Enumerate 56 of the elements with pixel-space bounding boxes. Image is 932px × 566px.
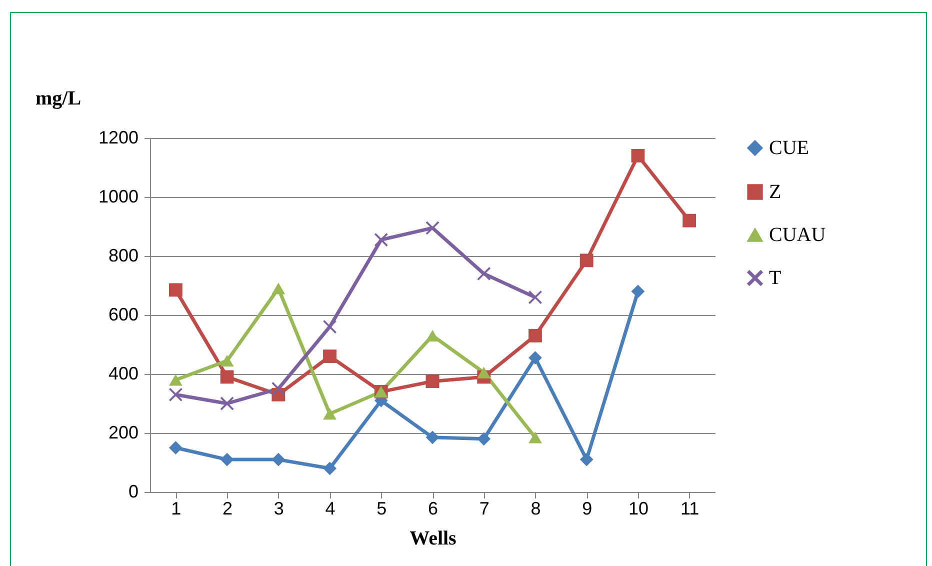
point <box>323 350 336 364</box>
point <box>220 354 234 367</box>
x-tick-label: 10 <box>628 498 648 518</box>
point <box>168 388 182 402</box>
x-tick-label: 6 <box>428 498 438 518</box>
x-tick-label: 4 <box>325 498 336 518</box>
point <box>168 441 182 454</box>
x-tick-label: 2 <box>222 498 233 518</box>
x-tick-label: 5 <box>376 498 387 518</box>
x-axis-title: Wells <box>410 528 457 550</box>
legend-label: T <box>769 267 782 289</box>
point <box>426 374 440 388</box>
point <box>220 396 234 410</box>
point <box>323 320 336 334</box>
point <box>426 430 440 444</box>
y-axis-title: mg/L <box>36 88 82 110</box>
y-tick-label: 1000 <box>98 186 138 206</box>
point <box>168 283 182 297</box>
point <box>477 266 491 280</box>
point <box>374 233 388 246</box>
point <box>272 382 286 396</box>
legend-label: CUAU <box>769 224 826 246</box>
x-tick-label: 7 <box>479 498 490 518</box>
point <box>426 330 440 342</box>
point <box>220 370 234 384</box>
x-tick-label: 8 <box>530 498 541 518</box>
point <box>528 328 542 342</box>
y-tick-label: 200 <box>108 422 138 442</box>
point <box>580 254 594 268</box>
x-tick-label: 9 <box>582 498 592 518</box>
y-tick-label: 400 <box>108 364 138 384</box>
point <box>631 148 645 162</box>
point <box>323 408 336 420</box>
x-tick-label: 11 <box>680 498 700 518</box>
point <box>272 452 286 466</box>
x-tick-label: 3 <box>274 498 284 518</box>
y-tick-label: 0 <box>128 482 138 502</box>
y-tick-label: 1200 <box>98 128 138 148</box>
legend-label: Z <box>769 181 782 203</box>
point <box>580 452 594 466</box>
point <box>272 282 286 294</box>
point <box>323 462 336 476</box>
point <box>220 452 234 466</box>
point <box>426 221 440 235</box>
point <box>528 432 542 444</box>
point <box>528 351 542 364</box>
point <box>631 284 645 298</box>
legend-label: CUE <box>769 137 809 159</box>
point <box>477 366 491 378</box>
point <box>477 432 491 446</box>
point <box>682 214 696 228</box>
y-tick-label: 800 <box>108 246 138 266</box>
point <box>168 374 182 386</box>
point <box>528 290 542 304</box>
x-tick-label: 1 <box>171 498 182 518</box>
y-tick-label: 600 <box>108 304 138 324</box>
